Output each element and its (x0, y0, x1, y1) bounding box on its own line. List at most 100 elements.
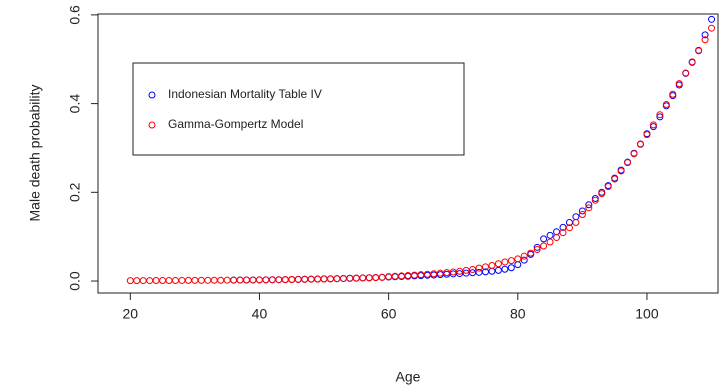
point (372, 274, 380, 282)
point (604, 183, 612, 191)
point (217, 276, 225, 284)
legend-marker (148, 91, 156, 99)
point (482, 268, 489, 276)
point (210, 276, 218, 284)
point (494, 260, 502, 268)
point (546, 231, 554, 239)
point (443, 269, 451, 277)
point (346, 274, 354, 282)
point (572, 218, 580, 226)
point (327, 275, 334, 283)
point (268, 276, 276, 284)
point (501, 258, 509, 266)
point (462, 266, 470, 274)
point (656, 111, 664, 119)
point (701, 36, 709, 44)
y-tick-label: 0.2 (67, 182, 83, 202)
point (139, 277, 147, 285)
legend-marker (148, 121, 156, 129)
point (514, 261, 522, 269)
y-tick-label: 0.4 (67, 94, 83, 114)
point (533, 246, 541, 254)
point (314, 275, 322, 283)
point (378, 273, 386, 281)
point (553, 234, 561, 242)
point (501, 265, 509, 273)
point (507, 264, 515, 272)
x-tick-label: 80 (510, 306, 526, 322)
point (507, 257, 515, 265)
point (578, 210, 586, 218)
point (172, 276, 179, 284)
point (617, 167, 625, 175)
point (255, 276, 263, 284)
point (165, 276, 173, 284)
point (236, 276, 244, 284)
point (436, 269, 444, 277)
point (630, 150, 638, 158)
point (243, 276, 251, 284)
point (559, 229, 567, 237)
point (520, 256, 528, 264)
point (249, 276, 257, 284)
point (301, 275, 309, 283)
point (546, 238, 554, 246)
point (365, 274, 373, 282)
point (682, 69, 690, 77)
legend-label: Indonesian Mortality Table IV (168, 87, 322, 101)
point (578, 207, 586, 215)
x-tick-label: 100 (635, 306, 659, 322)
point (494, 266, 502, 274)
point (230, 276, 238, 284)
point (585, 201, 593, 209)
point (637, 140, 644, 148)
y-axis-label: Male death probability (27, 85, 43, 222)
x-tick-label: 20 (123, 306, 139, 322)
point (262, 276, 270, 284)
point (540, 235, 548, 243)
legend-label: Gamma-Gompertz Model (168, 117, 303, 131)
point (675, 80, 683, 88)
point (482, 263, 489, 271)
point (197, 276, 205, 284)
point (591, 196, 599, 204)
point (449, 268, 457, 276)
point (191, 276, 199, 284)
point (598, 190, 606, 198)
x-tick-label: 60 (381, 306, 397, 322)
y-tick-label: 0.0 (67, 271, 83, 291)
point (352, 274, 360, 282)
point (643, 131, 651, 139)
point (184, 276, 192, 284)
point (514, 255, 522, 263)
point (307, 275, 315, 283)
point (701, 31, 709, 39)
point (275, 276, 283, 284)
point (133, 277, 141, 285)
point (708, 24, 716, 32)
x-axis-label: Age (396, 369, 421, 385)
point (204, 276, 212, 284)
plot-frame (97, 13, 719, 294)
point (533, 243, 541, 251)
point (146, 277, 154, 285)
x-tick-label: 40 (252, 306, 268, 322)
point (649, 121, 657, 129)
point (475, 264, 483, 272)
point (520, 252, 528, 260)
legend-box (132, 62, 465, 156)
point (126, 277, 134, 285)
point (359, 274, 367, 282)
point (469, 265, 477, 273)
point (178, 276, 186, 284)
point (624, 159, 632, 167)
point (656, 113, 664, 121)
point (585, 204, 593, 212)
point (540, 242, 548, 250)
point (688, 58, 696, 66)
point (281, 276, 289, 284)
point (565, 224, 573, 232)
point (288, 276, 296, 284)
point (456, 267, 464, 275)
